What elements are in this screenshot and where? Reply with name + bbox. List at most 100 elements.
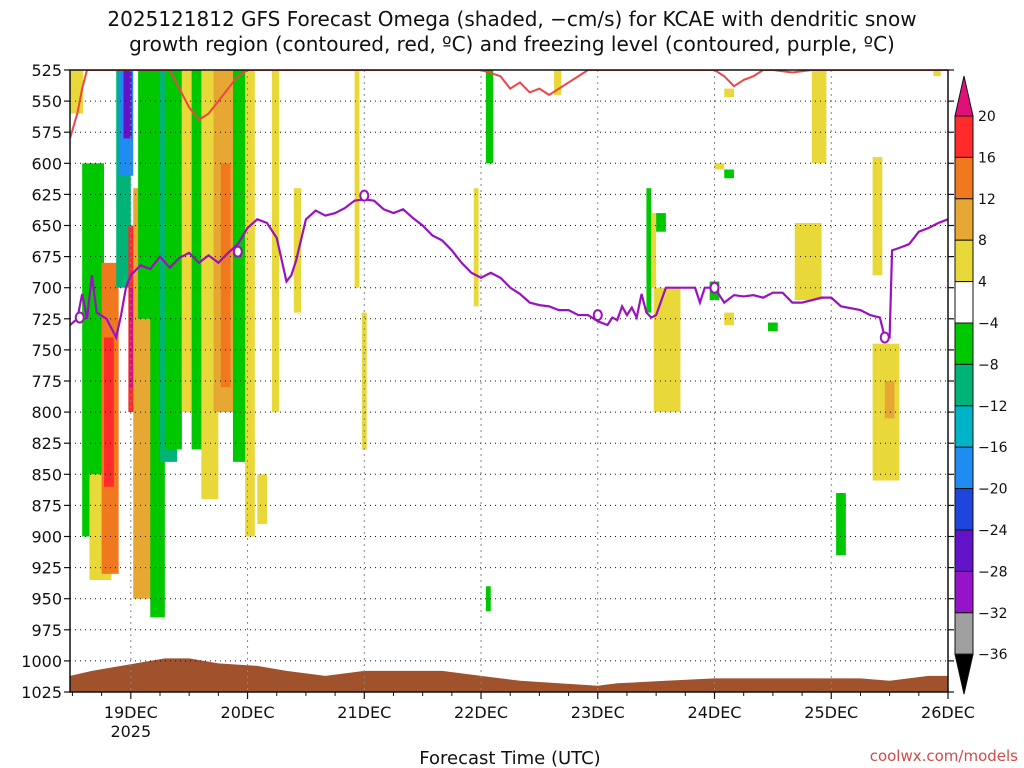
omega-shaded-region [653,287,681,413]
colorbar-segment [954,570,974,614]
freezing-level-label-marker [879,331,890,344]
x-tick-label: 23DEC [571,703,625,722]
x-tick-label: 25DEC [804,703,858,722]
omega-shaded-region [714,163,725,170]
colorbar-segment [954,405,974,448]
y-tick-label: 550 [31,92,62,111]
x-tick-label: 22DEC [454,703,508,722]
colorbar-tick-label: −16 [978,440,1008,456]
colorbar-tick-label: −8 [978,357,999,373]
omega-shaded-region [220,163,231,388]
terrain-fill [70,658,948,692]
omega-shaded-region [724,88,734,98]
colorbar-segment [954,322,974,365]
y-tick-label: 775 [31,372,62,391]
colorbar-segment [954,529,974,572]
freezing-level-label-marker [359,189,370,202]
y-tick-label: 675 [31,248,62,267]
colorbar-tick-label: 8 [978,233,987,249]
colorbar-tick-label: 12 [978,192,996,208]
omega-shaded-region [361,312,367,450]
freezing-level-label-marker [709,281,720,294]
omega-shaded-region [933,70,941,77]
x-tick-label: 19DEC [104,703,158,722]
chart-title-line2: growth region (contoured, red, ºC) and f… [129,32,895,56]
colorbar-segment [954,281,974,324]
freezing-level-contour [70,198,948,341]
colorbar-segment [954,446,974,490]
y-tick-label: 950 [31,590,62,609]
omega-shaded-region [811,70,827,164]
omega-shaded-region [257,474,268,525]
omega-shaded-region [138,70,160,319]
omega-shaded-region [473,188,479,307]
freezing-level-label-marker [74,311,85,324]
omega-shaded-region [553,70,562,95]
omega-shaded-region [724,312,734,326]
colorbar: 20 16 12 8 4 −4 −8 −12 −16 −20 −24 −28 −32 −36 [954,75,1008,695]
colorbar-tick-label: −12 [978,399,1008,415]
plot-area [70,70,948,692]
omega-shaded-region [82,163,105,537]
omega-shaded-region [656,213,666,232]
omega-shaded-region [191,70,204,450]
colorbar-tick-label: 16 [978,150,996,166]
y-tick-label: 700 [31,279,62,298]
omega-shaded-region [884,381,895,419]
y-tick-label: 525 [31,61,62,80]
omega-shaded-region [836,492,846,556]
y-tick-label: 850 [31,465,62,484]
colorbar-segment [954,612,974,655]
omega-shaded-region [181,70,192,413]
omega-shaded-region [271,70,280,413]
colorbar-tick-label: −32 [978,606,1008,622]
colorbar-segment [954,115,974,158]
omega-shaded-region [768,322,778,332]
x-tick-label: 21DEC [337,703,391,722]
freezing-level-label-marker [232,245,243,258]
y-tick-label: 825 [31,434,62,453]
omega-shaded-region [129,287,135,388]
omega-shaded-region [293,188,302,313]
colorbar-segment [954,363,974,407]
y-tick-label: 900 [31,528,62,547]
y-tick-label: 625 [31,185,62,204]
colorbar-segment [954,488,974,531]
omega-shaded-region [164,70,182,450]
x-tick-label: 24DEC [688,703,742,722]
x-year-label: 2025 [110,722,151,741]
omega-shaded-region [245,70,255,537]
freezing-level-label-marker [592,309,603,322]
colorbar-segment [954,198,974,241]
colorbar-tick-label: −20 [978,482,1008,498]
omega-shaded-region [485,70,494,164]
omega-shaded-region [872,157,883,276]
colorbar-segment [954,239,974,283]
omega-shaded-region [354,70,360,288]
y-tick-label: 750 [31,341,62,360]
y-tick-label: 650 [31,217,62,236]
omega-shaded-region [724,169,734,179]
omega-shaded-region [232,70,248,462]
plot-overlays [70,70,948,692]
omega-shaded-region [104,337,114,487]
y-tick-label: 800 [31,403,62,422]
x-tick-label: 20DEC [221,703,275,722]
colorbar-segment [954,156,974,200]
colorbar-tick-label: −36 [978,647,1008,663]
omega-shaded-region [123,70,132,139]
chart-title-line1: 2025121812 GFS Forecast Omega (shaded, −… [107,7,916,31]
credit-text: coolwx.com/models [870,747,1018,765]
dendritic-growth-contour [70,70,948,139]
x-axis-label: Forecast Time (UTC) [419,748,600,768]
y-tick-label: 975 [31,621,62,640]
colorbar-tick-label: −4 [978,316,999,332]
y-tick-label: 925 [31,559,62,578]
colorbar-tick-label: −28 [978,564,1008,580]
omega-shaded-region [651,213,657,288]
colorbar-tick-label: 20 [978,109,996,125]
colorbar-bottom-arrow [954,653,974,695]
y-tick-label: 575 [31,123,62,142]
y-tick-label: 1025 [21,683,62,702]
